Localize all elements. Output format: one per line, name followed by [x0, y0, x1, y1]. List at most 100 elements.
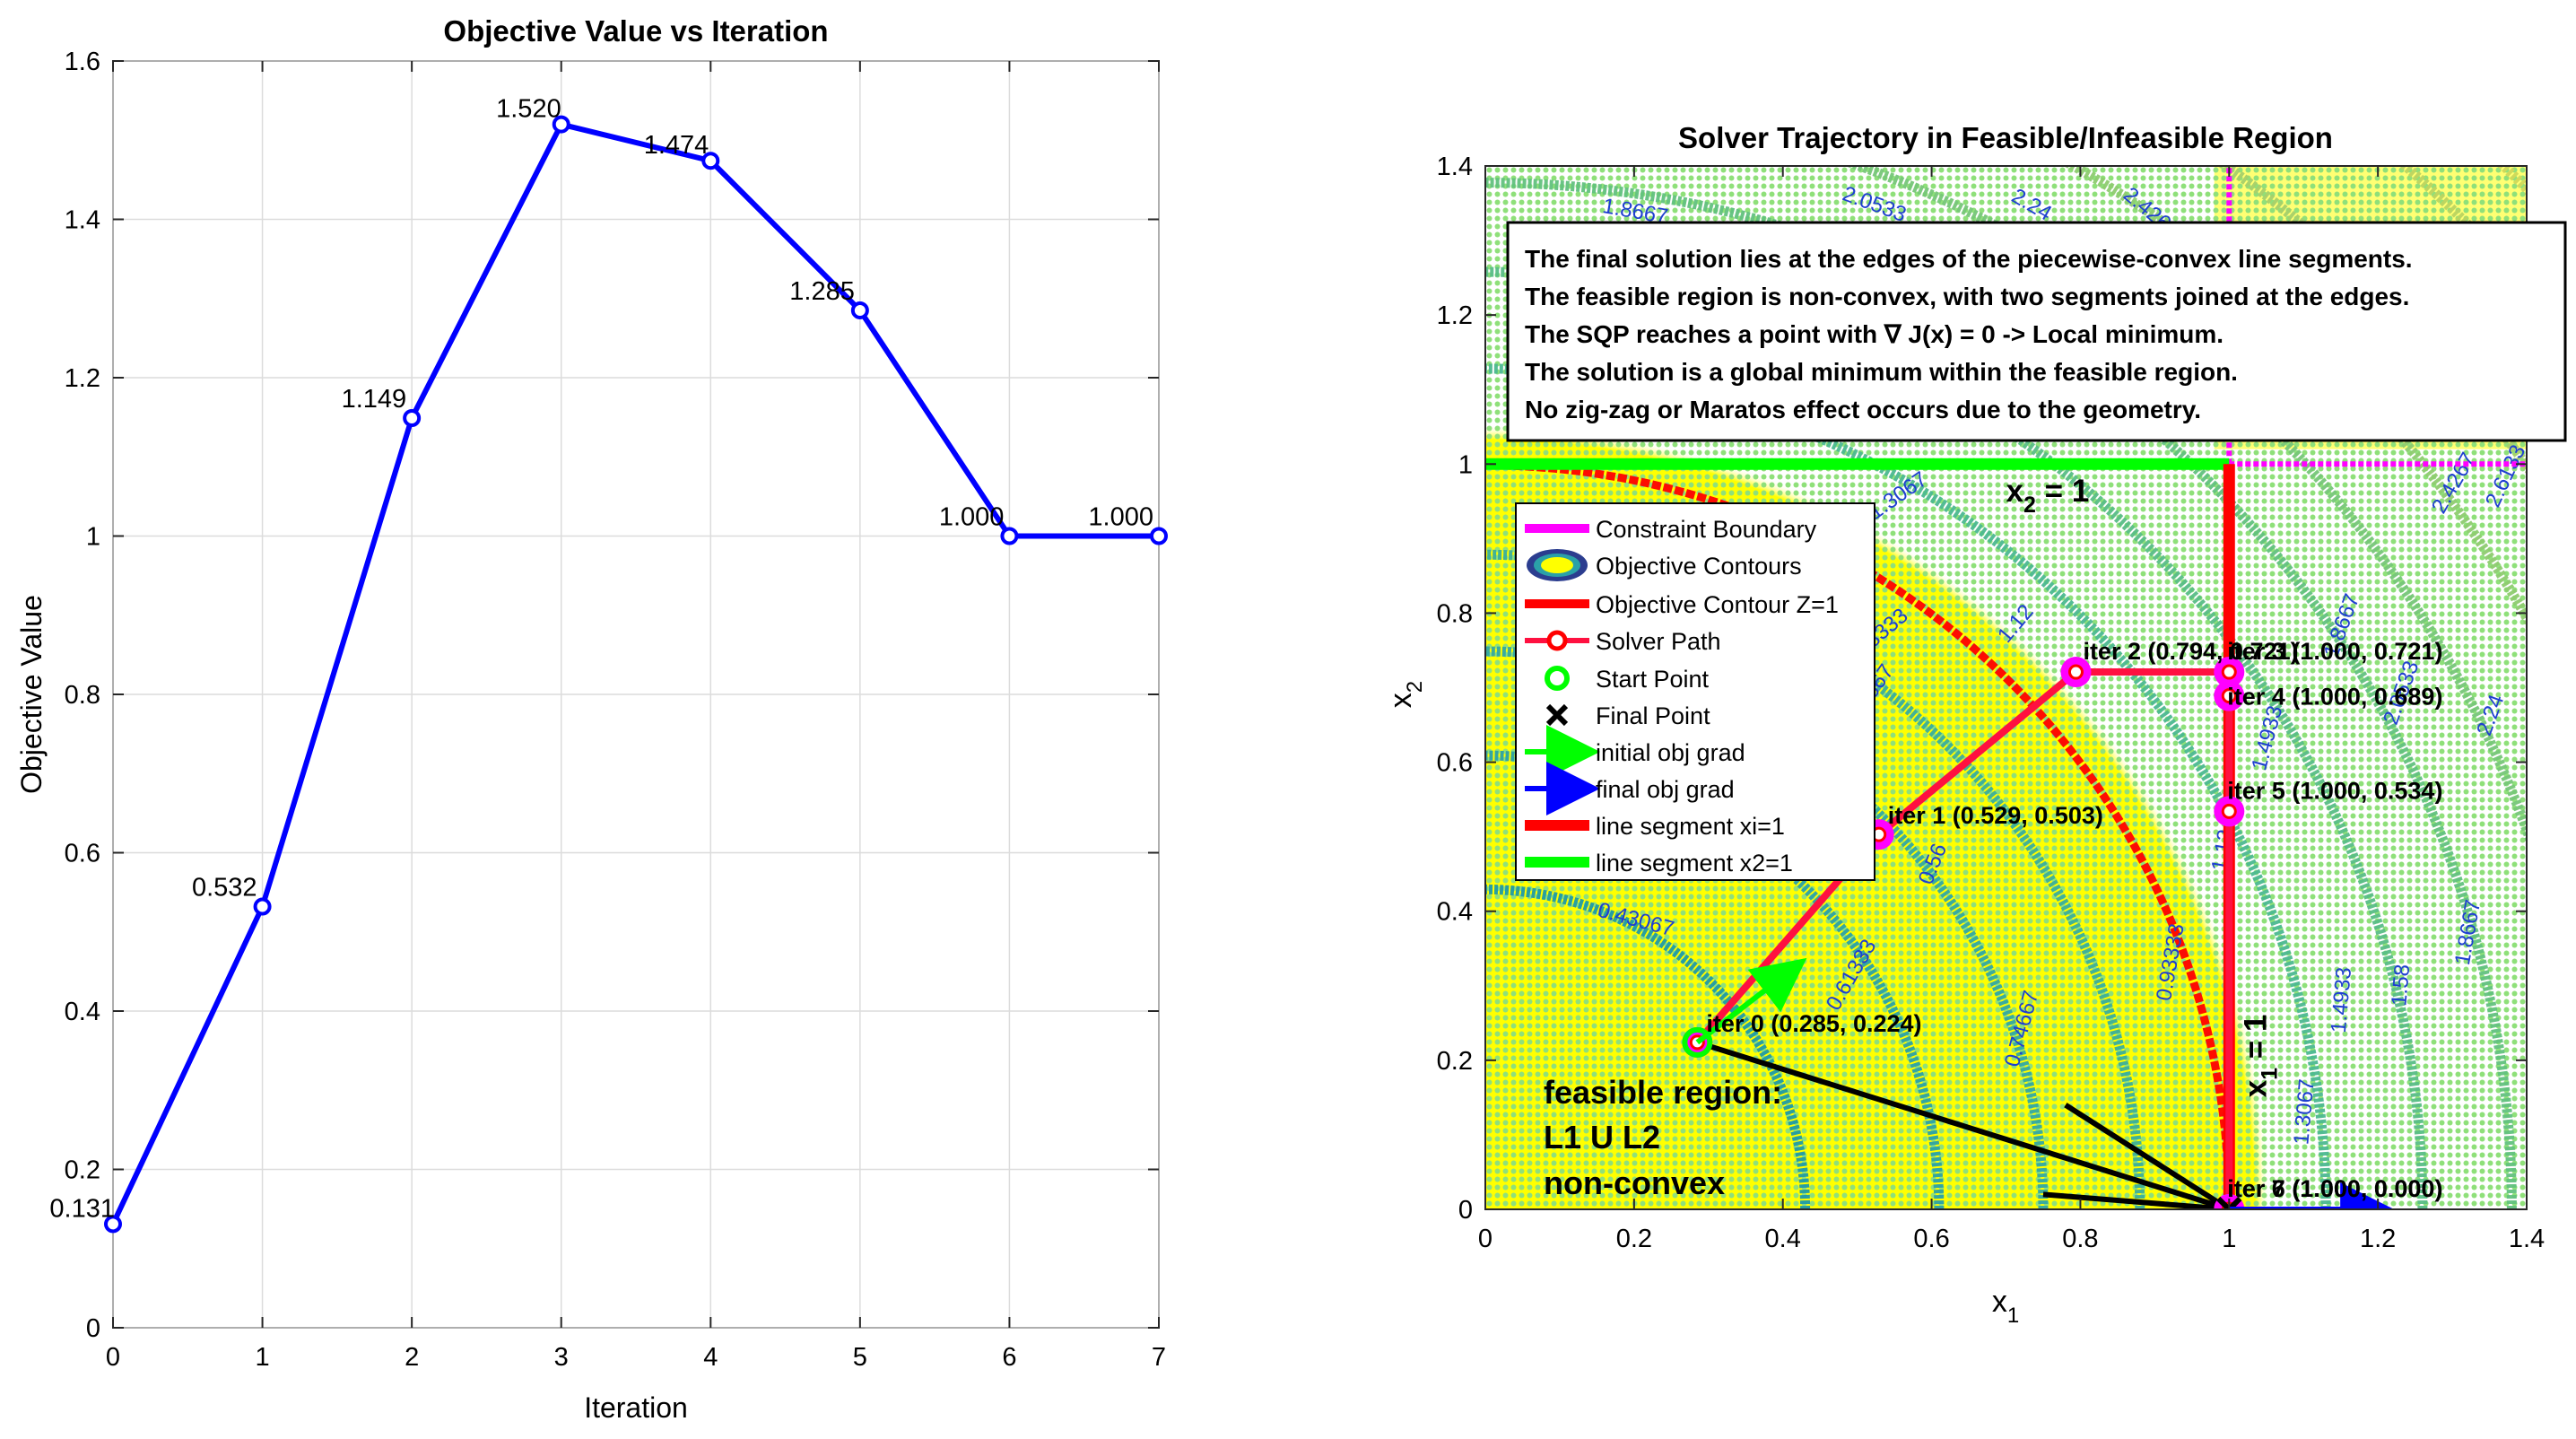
x-tick-label: 1.4 [2509, 1225, 2545, 1253]
y-tick-label: 1.2 [65, 364, 100, 393]
contour-line [1485, 884, 1811, 1209]
legend: Constraint Boundary Objective Contours O… [1515, 502, 1875, 881]
legend-label: line segment xi=1 [1596, 813, 1785, 840]
iteration-labels: iter 0 (0.285, 0.224) iter 1 (0.529, 0.50… [1706, 638, 2442, 1202]
contour-line [1485, 549, 2145, 1209]
objective-chart-grid [112, 60, 1160, 1329]
x-tick-label: 1 [256, 1343, 270, 1372]
objective-point [552, 115, 570, 134]
auxiliary-lines [1696, 1040, 2231, 1209]
x-tick-label: 0 [106, 1343, 120, 1372]
x-tick-label: 5 [853, 1343, 867, 1372]
trajectory-xlabel: x1 [1992, 1285, 2019, 1328]
x-tick-label: 1.2 [2360, 1225, 2396, 1253]
legend-item-initial-grad: initial obj grad [1525, 725, 1745, 779]
iteration-label: iter 1 (0.529, 0.503) [1888, 802, 2103, 829]
objective-data-label: 0.131 [49, 1194, 115, 1223]
final-point-marker [2216, 1196, 2242, 1209]
y-tick-label: 0.2 [65, 1156, 100, 1185]
iterate-center [2221, 688, 2237, 704]
legend-swatch-final [1545, 703, 1569, 727]
region-label-line-2: L1 U L2 [1544, 1119, 1660, 1156]
objective-point [1150, 527, 1168, 545]
objective-data-label: 1.000 [939, 503, 1005, 532]
iteration-label: iter 2 (0.794, 0.721) [2083, 638, 2298, 665]
objective-series: 0.131 0.532 1.149 1.520 1.474 1.285 1.000 1.000 [49, 95, 1168, 1234]
iteration-label: iter 5 (1.000, 0.534) [2227, 777, 2442, 804]
auxiliary-line [1696, 1040, 2231, 1209]
trajectory-chart: 0.430670.613330.560.746670.746670.933330… [1384, 121, 2567, 1328]
auxiliary-line [2042, 1191, 2230, 1209]
legend-item-segment-x2: line segment x2=1 [1525, 850, 1793, 876]
objective-data-label: 1.474 [644, 131, 709, 160]
y-tick-label: 0 [86, 1314, 100, 1343]
objective-point [104, 1215, 122, 1234]
legend-label: initial obj grad [1596, 739, 1745, 766]
objective-data-label: 1.285 [789, 277, 855, 306]
auxiliary-line [2064, 1103, 2231, 1209]
y-tick-label: 1 [86, 523, 100, 552]
x-tick-label: 0.2 [1616, 1225, 1652, 1253]
objective-chart-ylabel: Objective Value [15, 595, 48, 794]
legend-item-segment-x1: line segment xi=1 [1525, 813, 1785, 840]
x-tick-label: 2 [405, 1343, 419, 1372]
x-tick-label: 6 [1002, 1343, 1016, 1372]
objective-line [110, 121, 1159, 1225]
legend-swatch-start [1545, 666, 1570, 691]
legend-label: Solver Path [1596, 628, 1721, 655]
objective-point [253, 897, 272, 916]
objective-chart-ticks: 0 1 2 3 4 5 6 7 0 0.2 0.4 0.6 0.8 1 1.2 1.4 1.6 [65, 48, 1166, 1372]
legend-item-solver-path: Solver Path [1525, 628, 1721, 655]
region-label-line-3: non-convex [1544, 1164, 1725, 1201]
objective-data-label: 1.149 [342, 385, 407, 414]
y-tick-label: 1.4 [65, 206, 100, 235]
legend-item-final-point: Final Point [1545, 702, 1710, 729]
objective-data-label: 1.520 [496, 95, 561, 124]
contour-label: 1.3067 [2289, 1078, 2319, 1146]
y-tick-label: 0.2 [1437, 1047, 1473, 1076]
objective-point [1000, 527, 1019, 545]
y-tick-label: 1 [1458, 450, 1473, 479]
legend-label: Constraint Boundary [1596, 516, 1817, 543]
trajectory-axes-box [1484, 165, 2528, 1210]
objective-data-label: 0.532 [192, 874, 257, 903]
x-tick-label: 3 [554, 1343, 569, 1372]
y-tick-label: 0 [1458, 1196, 1473, 1225]
contour-z1 [1485, 461, 2233, 1209]
x-tick-label: 0 [1478, 1225, 1493, 1253]
y-tick-label: 1.4 [1437, 153, 1473, 181]
contour-label: 1.4933 [2327, 966, 2356, 1033]
y-tick-label: 1.2 [1437, 301, 1473, 330]
objective-chart: 0 1 2 3 4 5 6 7 0 0.2 0.4 0.6 0.8 1 1.2 1.4 1.6 0.131 0.5… [15, 14, 1168, 1424]
annotation-line-3: The SQP reaches a point with ∇ J(x) = 0 … [1525, 320, 2224, 348]
y-tick-label: 0.6 [65, 840, 100, 868]
iteration-label: iter 7 (1.000, 0.000) [2227, 1175, 2442, 1202]
iteration-label: iter 6 (1.000, 0.000) [2227, 1175, 2442, 1202]
legend-item-constraint-boundary: Constraint Boundary [1525, 516, 1817, 543]
legend-label: final obj grad [1596, 776, 1735, 803]
legend-label: Start Point [1596, 666, 1710, 693]
annotation-line-1: The final solution lies at the edges of … [1525, 245, 2413, 273]
y-tick-label: 0.4 [1437, 898, 1473, 927]
x-tick-label: 0.4 [1765, 1225, 1801, 1253]
annotation-line-4: The solution is a global minimum within … [1525, 358, 2238, 386]
legend-item-final-grad: final obj grad [1525, 762, 1735, 815]
x-tick-label: 7 [1152, 1343, 1166, 1372]
x-tick-label: 0.8 [2062, 1225, 2098, 1253]
objective-chart-xlabel: Iteration [584, 1391, 688, 1424]
feasible-region-label: feasible region: L1 U L2 non-convex [1544, 1074, 1782, 1201]
start-point-marker [1682, 1026, 1713, 1058]
y-tick-label: 0.8 [1437, 599, 1473, 628]
annotation-box-frame [1506, 221, 2567, 442]
x-tick-label: 0.6 [1913, 1225, 1949, 1253]
contour-line [1485, 266, 2428, 1209]
iterate-center [2221, 664, 2237, 680]
legend-swatch-contours [1541, 557, 1573, 573]
segment-label-x2: x2 = 1 [2006, 474, 2090, 518]
objective-point [850, 301, 869, 319]
legend-item-contour-z1: Objective Contour Z=1 [1525, 591, 1839, 618]
iteration-label: iter 3 (1.000, 0.721) [2227, 638, 2442, 665]
legend-label: Objective Contour Z=1 [1596, 591, 1839, 618]
segment-label-x1: x1 = 1 [2239, 1015, 2283, 1098]
